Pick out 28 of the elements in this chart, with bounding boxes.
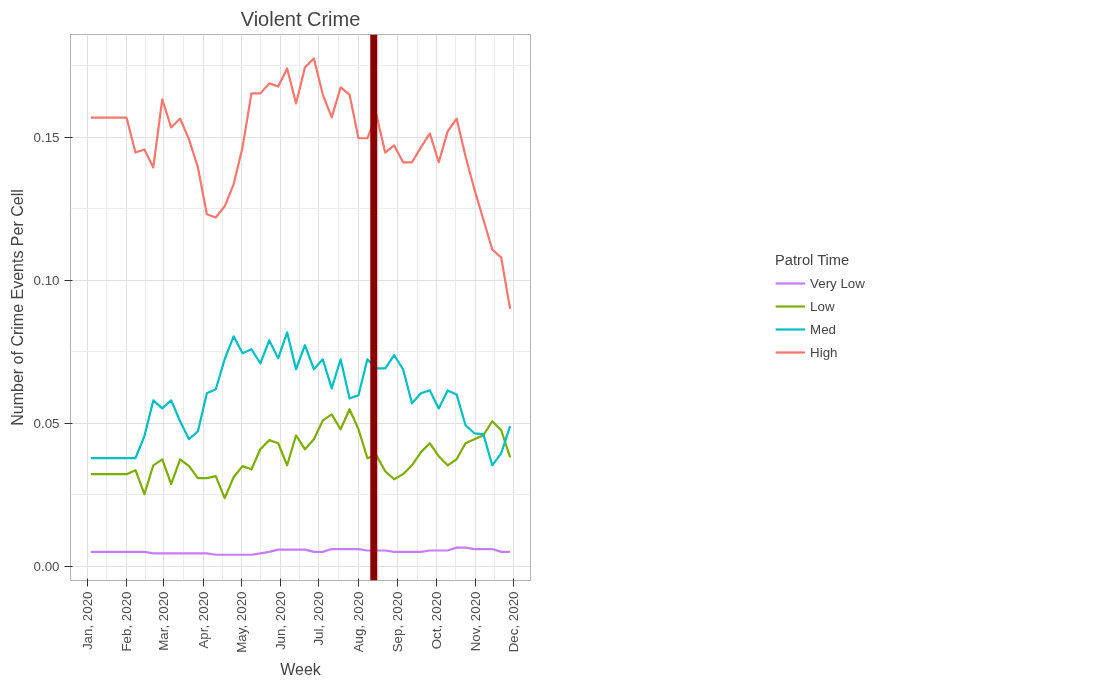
- y-tick-label: 0.10: [33, 272, 60, 288]
- y-axis-title: Number of Crime Events Per Cell: [8, 189, 26, 426]
- legend-label: Low: [810, 298, 835, 314]
- legend-label: Med: [810, 321, 837, 337]
- chart-title: Violent Crime: [240, 7, 361, 30]
- y-tick-label: 0.05: [33, 415, 60, 431]
- x-tick-label: Apr, 2020: [195, 591, 211, 649]
- line-series: [89, 57, 512, 311]
- line-series: [89, 331, 512, 467]
- x-tick-label: Jul, 2020: [311, 591, 327, 646]
- x-tick-label: Feb, 2020: [119, 591, 135, 652]
- x-tick-label: Aug, 2020: [350, 591, 366, 653]
- x-tick-label: Sep, 2020: [390, 591, 406, 653]
- x-tick-label: Mar, 2020: [156, 591, 172, 651]
- legend-label: High: [810, 344, 838, 360]
- line-series: [89, 408, 512, 500]
- y-tick-label: 0.00: [33, 558, 60, 574]
- y-tick-label: 0.15: [33, 129, 60, 145]
- legend-title: Patrol Time: [775, 252, 851, 268]
- x-tick-label: Jun, 2020: [273, 591, 289, 651]
- x-tick-label: Oct, 2020: [428, 591, 444, 650]
- x-tick-label: Nov, 2020: [468, 591, 484, 652]
- x-tick-label: Jan, 2020: [79, 591, 95, 651]
- x-tick-label: May, 2020: [233, 591, 249, 653]
- x-tick-label: Dec, 2020: [506, 591, 522, 653]
- line-series: [89, 546, 512, 556]
- x-axis-title: Week: [280, 660, 322, 678]
- legend-label: Very Low: [810, 275, 865, 291]
